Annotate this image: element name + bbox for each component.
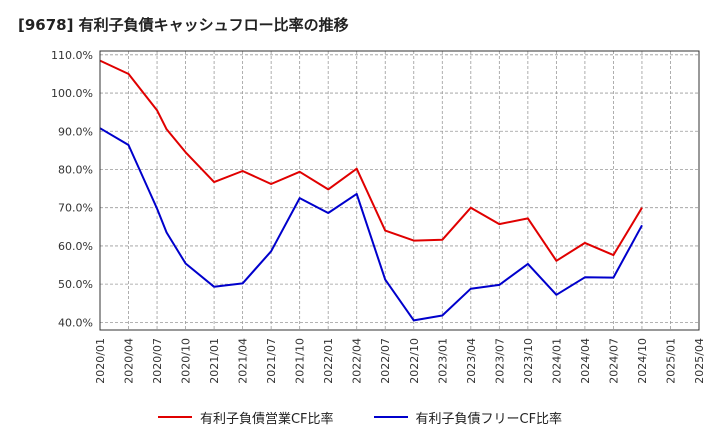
series-line-1 <box>99 127 643 322</box>
x-tick-label: 2022/04 <box>351 338 364 384</box>
y-tick-label: 50.0% <box>58 278 93 291</box>
y-tick-label: 80.0% <box>58 163 93 176</box>
legend-item-operating-cf: 有利子負債営業CF比率 <box>157 408 334 427</box>
x-tick-label: 2024/04 <box>579 338 592 384</box>
legend-label-free-cf: 有利子負債フリーCF比率 <box>415 411 563 427</box>
x-tick-label: 2023/04 <box>465 338 478 384</box>
y-tick-label: 110.0% <box>51 49 93 62</box>
y-tick-labels: 40.0% 50.0% 60.0% 70.0% 80.0% 90.0% 100.0% 110.… <box>51 49 93 330</box>
y-tick-label: 100.0% <box>51 87 93 100</box>
legend-item-free-cf: 有利子負債フリーCF比率 <box>373 408 563 427</box>
x-tick-label: 2020/01 <box>94 338 107 384</box>
x-tick-label: 2020/07 <box>151 338 164 384</box>
legend-label-operating-cf: 有利子負債営業CF比率 <box>199 411 334 427</box>
x-tick-label: 2020/10 <box>180 338 193 384</box>
y-tick-label: 70.0% <box>58 202 93 215</box>
x-tick-label: 2023/07 <box>493 338 506 384</box>
x-tick-label: 2021/01 <box>208 338 221 384</box>
x-tick-label: 2021/10 <box>294 338 307 384</box>
x-tick-label: 2021/04 <box>237 338 250 384</box>
x-tick-label: 2024/10 <box>636 338 649 384</box>
grid-lines <box>99 51 700 330</box>
x-tick-label: 2024/07 <box>607 338 620 384</box>
y-tick-label: 90.0% <box>58 125 93 138</box>
x-tick-label: 2022/10 <box>408 338 421 384</box>
series-line-0 <box>99 59 643 262</box>
x-tick-labels: 2020/01 2020/04 2020/07 2020/10 2021/01 2021/… <box>94 338 706 384</box>
x-tick-label: 2025/01 <box>664 338 677 384</box>
x-tick-label: 2020/04 <box>123 338 136 384</box>
chart-title: [9678] 有利子負債キャッシュフロー比率の推移 <box>18 16 349 34</box>
x-tick-label: 2023/01 <box>436 338 449 384</box>
x-tick-label: 2024/01 <box>550 338 563 384</box>
y-tick-label: 40.0% <box>58 316 93 329</box>
x-tick-label: 2021/07 <box>265 338 278 384</box>
x-tick-label: 2022/07 <box>379 338 392 384</box>
series-lines <box>99 59 643 322</box>
legend-swatch-free-cf <box>373 416 408 418</box>
x-tick-label: 2022/01 <box>322 338 335 384</box>
y-tick-label: 60.0% <box>58 240 93 253</box>
plot-area-border <box>99 50 700 331</box>
chart-legend: 有利子負債営業CF比率 有利子負債フリーCF比率 <box>0 405 720 429</box>
x-tick-label: 2025/04 <box>693 338 706 384</box>
legend-swatch-operating-cf <box>157 416 192 418</box>
x-tick-label: 2023/10 <box>522 338 535 384</box>
